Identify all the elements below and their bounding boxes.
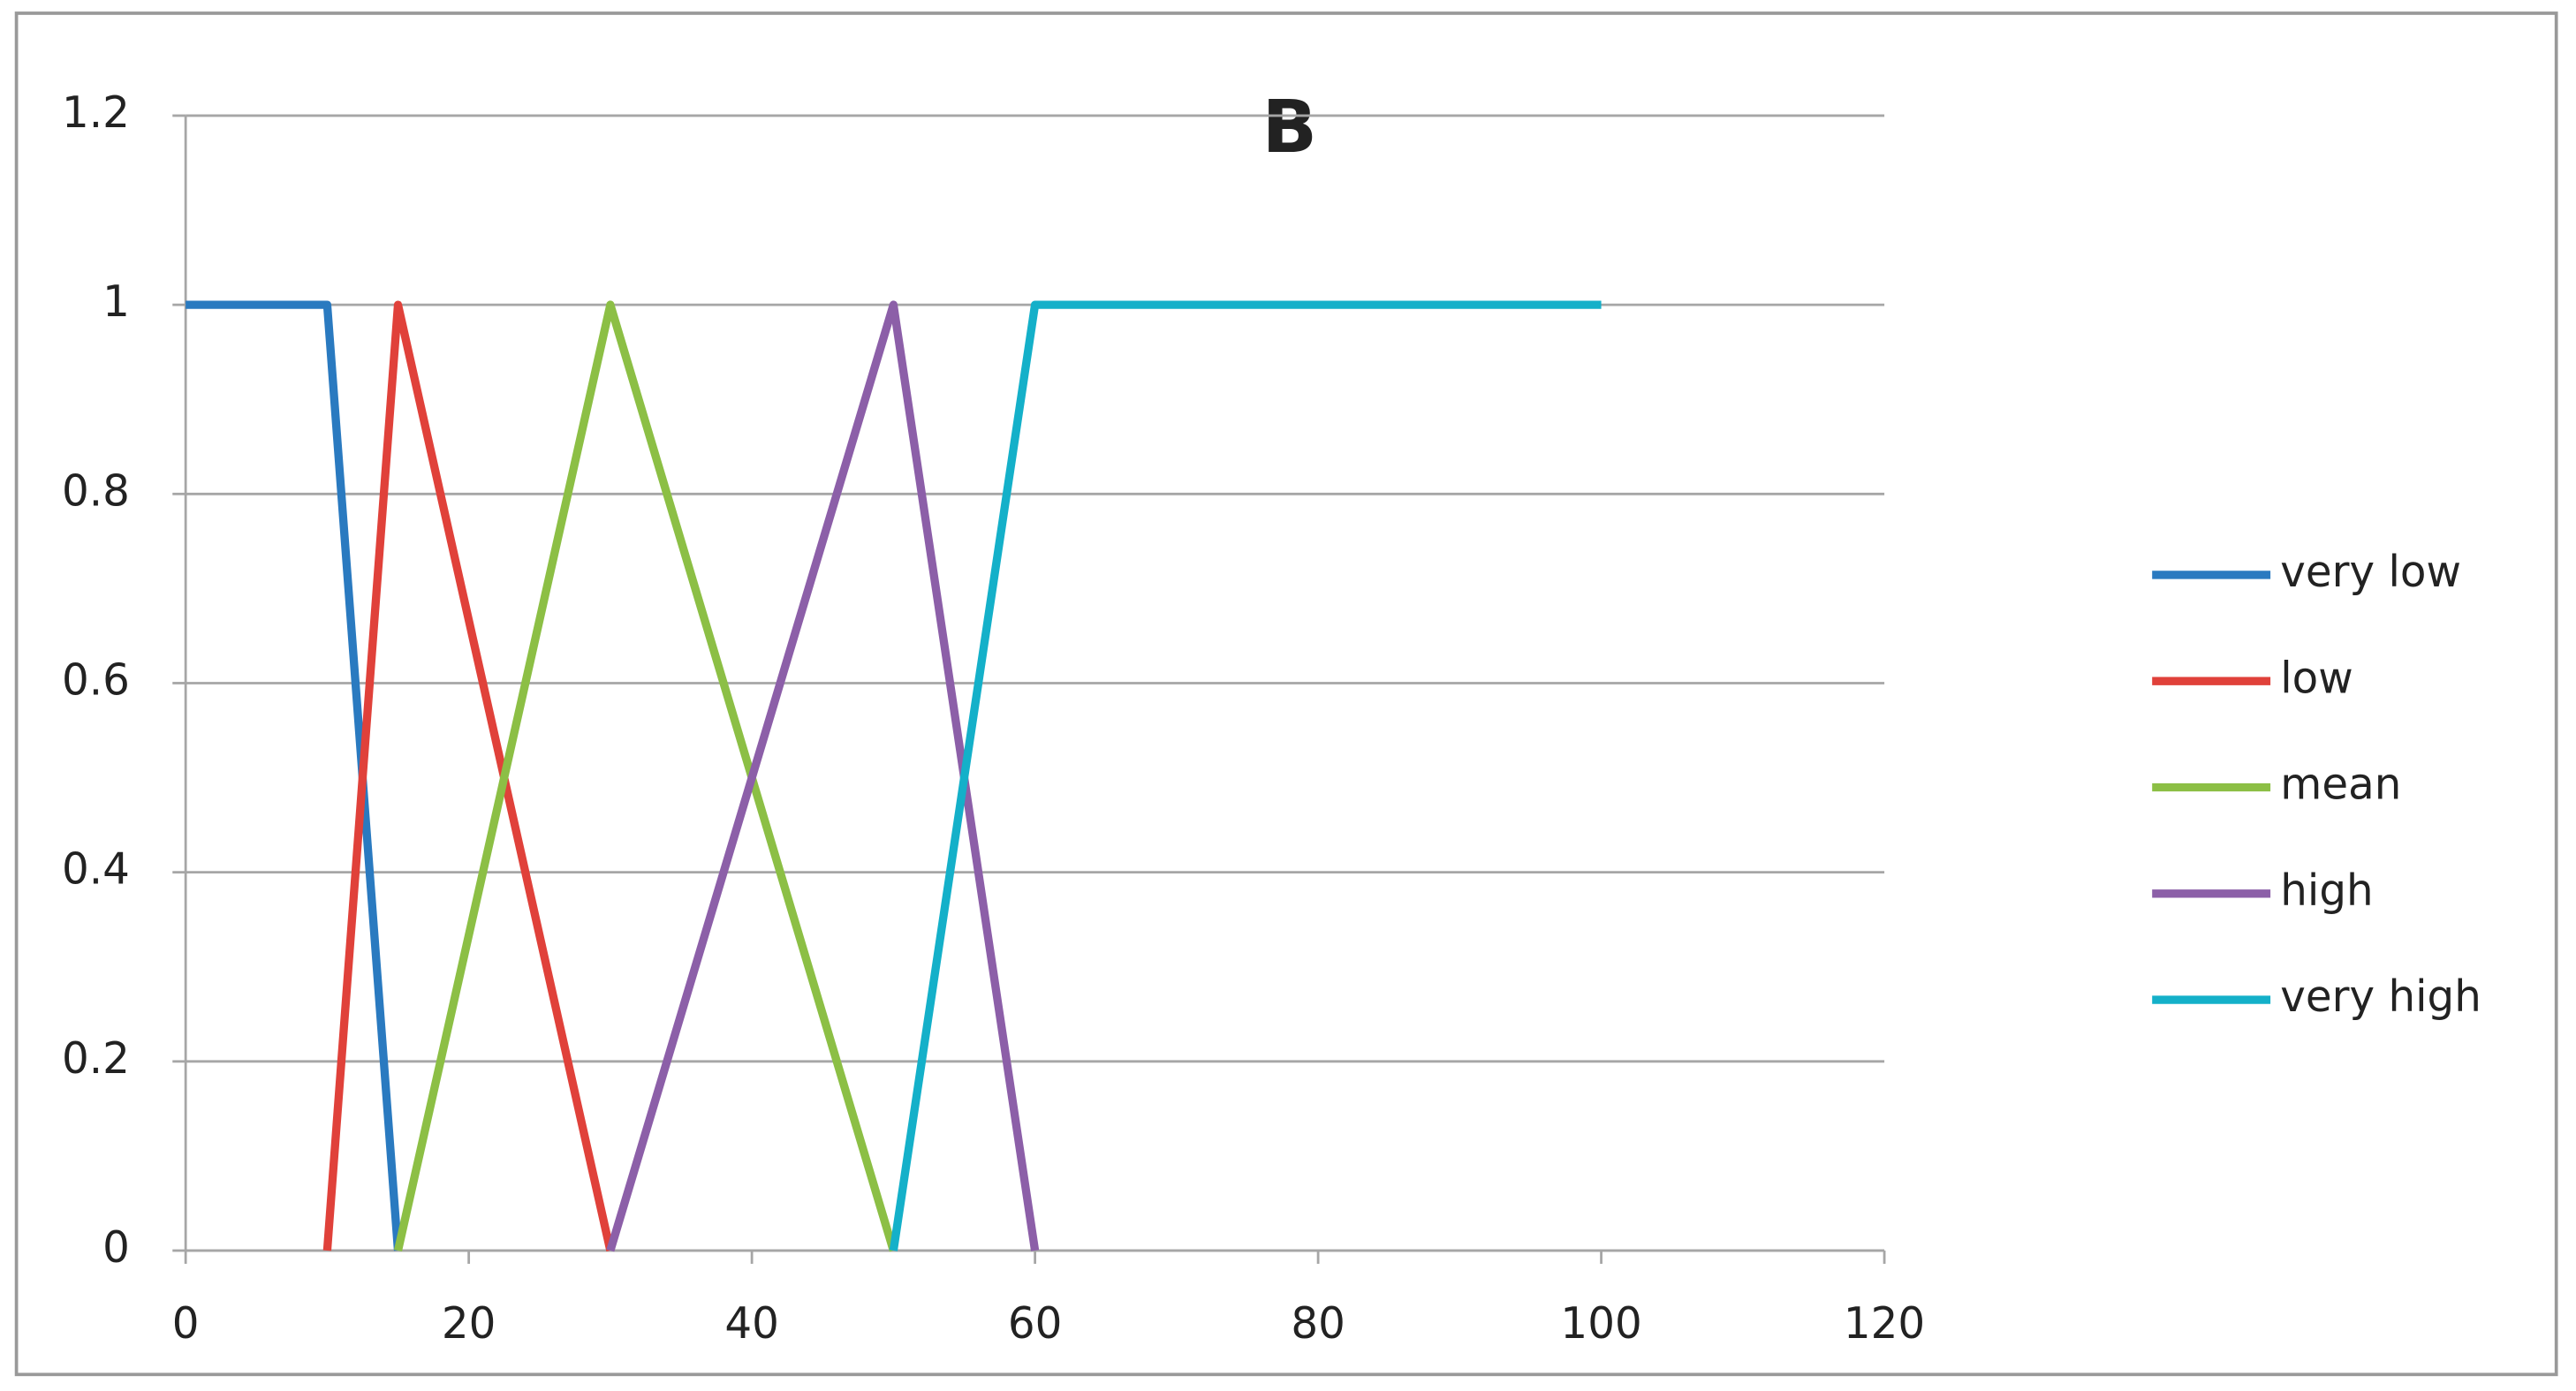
series-line (322, 300, 615, 1252)
legend-label: very high (2280, 972, 2481, 1022)
x-tick-label: 80 (1291, 1299, 1345, 1349)
x-tick-label: 20 (442, 1299, 496, 1349)
series-line (393, 300, 898, 1252)
legend-label: high (2280, 866, 2373, 916)
x-tick-label: 120 (1844, 1299, 1925, 1349)
x-tick-label: 0 (172, 1299, 200, 1349)
legend-label: mean (2280, 760, 2401, 809)
y-tick-label: 1.2 (62, 88, 130, 138)
y-tick-label: 0.4 (62, 845, 130, 895)
y-tick-label: 0.2 (62, 1034, 130, 1084)
chart-title: B (1262, 86, 1317, 170)
series-line (889, 300, 1602, 1251)
chart-border (14, 11, 2558, 1377)
y-tick-label: 1 (102, 277, 130, 327)
y-tick-label: 0 (102, 1223, 130, 1273)
legend-label: very low (2280, 548, 2461, 597)
y-tick-label: 0.6 (62, 655, 130, 705)
legend-label: low (2280, 654, 2353, 703)
series-line (186, 300, 403, 1251)
series-line (606, 300, 1040, 1252)
x-tick-label: 60 (1008, 1299, 1063, 1349)
x-tick-label: 100 (1560, 1299, 1641, 1349)
y-tick-label: 0.8 (62, 466, 130, 516)
x-tick-label: 40 (724, 1299, 779, 1349)
